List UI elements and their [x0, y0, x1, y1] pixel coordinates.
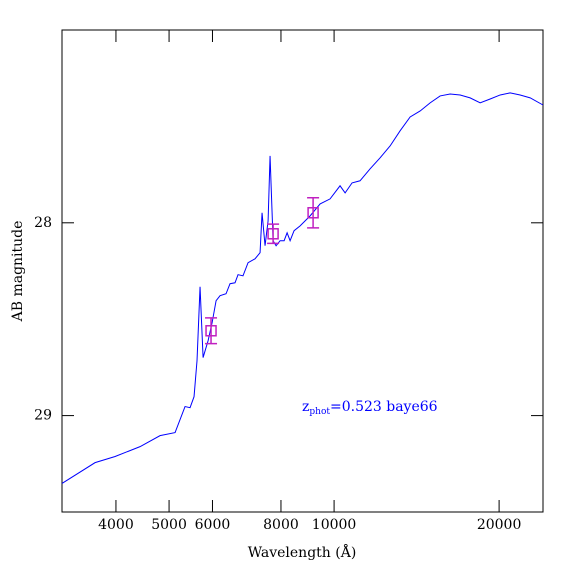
annotation: zphot=0.523 baye66 [302, 399, 438, 417]
x-tick-label: 5000 [151, 517, 187, 533]
annotation-main: z [302, 399, 309, 415]
annotation-subscript: phot [309, 407, 330, 417]
y-tick-label: 29 [34, 408, 52, 424]
photometry-point [307, 207, 319, 219]
photometry-point [267, 228, 279, 240]
error-bar [205, 317, 218, 345]
x-tick-label: 8000 [263, 517, 299, 533]
x-axis-label: Wavelength (Å) [248, 543, 357, 561]
photometry-point [205, 325, 217, 337]
x-tick-label: 20000 [477, 517, 522, 533]
x-tick-label: 6000 [195, 517, 231, 533]
x-tick-label: 4000 [98, 517, 134, 533]
x-tick-label: 10000 [312, 517, 357, 533]
error-bar [267, 223, 280, 245]
y-tick-label: 28 [34, 215, 52, 231]
y-axis-label: AB magnitude [10, 221, 26, 323]
annotation-suffix: =0.523 baye66 [330, 399, 438, 415]
error-bar [307, 196, 320, 229]
plot-frame [61, 29, 544, 513]
sed-line [61, 92, 544, 484]
